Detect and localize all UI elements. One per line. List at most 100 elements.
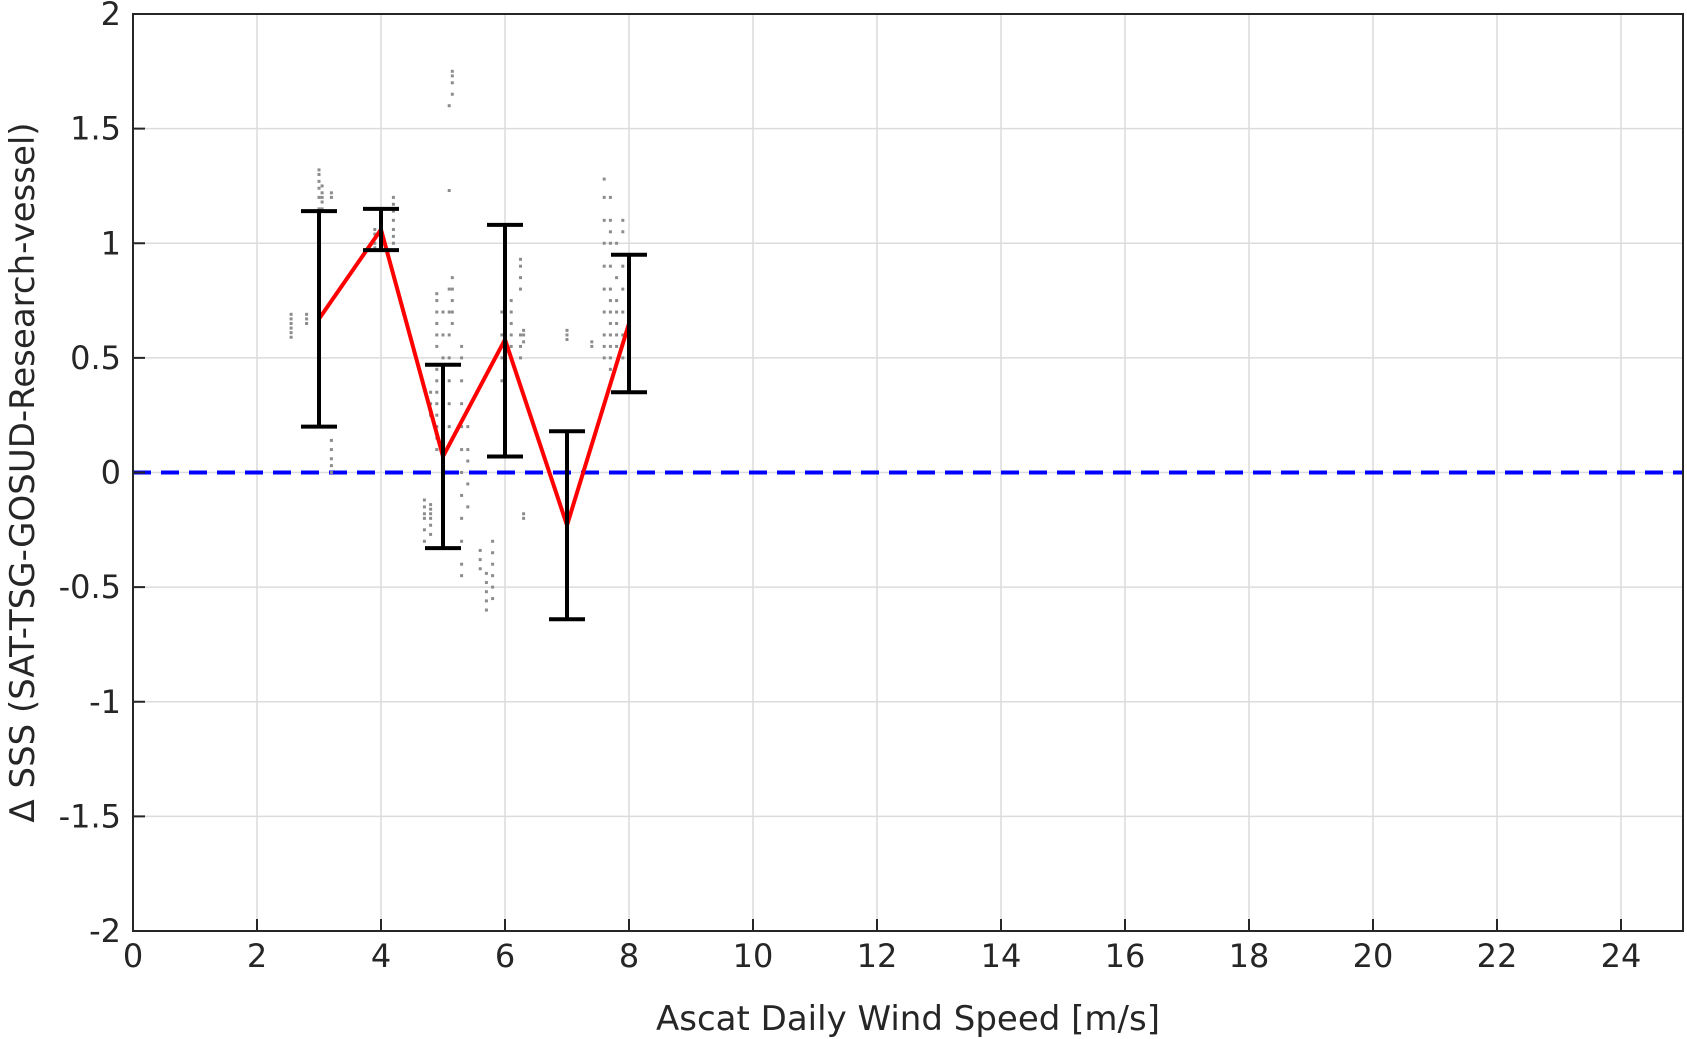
- scatter-point: [466, 482, 470, 486]
- scatter-point: [460, 356, 464, 360]
- x-tick-label: 22: [1477, 937, 1518, 975]
- scatter-point: [435, 367, 439, 371]
- scatter-point: [435, 413, 439, 417]
- scatter-point: [447, 310, 451, 314]
- scatter-point: [435, 321, 439, 325]
- scatter-point: [391, 234, 395, 238]
- scatter-point: [317, 186, 321, 190]
- scatter-point: [441, 333, 445, 337]
- scatter-point: [466, 459, 470, 463]
- scatter-point: [500, 356, 504, 360]
- scatter-point: [621, 333, 625, 337]
- scatter-point: [509, 299, 513, 303]
- scatter-point: [460, 379, 464, 383]
- error-bar: [549, 429, 585, 622]
- scatter-point: [608, 367, 612, 371]
- scatter-points: [289, 69, 631, 612]
- scatter-point: [460, 425, 464, 429]
- x-tick-label: 20: [1353, 937, 1394, 975]
- scatter-point: [484, 571, 488, 575]
- scatter-point: [608, 218, 612, 222]
- error-bar: [611, 252, 647, 395]
- mean-line: [317, 227, 631, 528]
- scatter-point: [329, 464, 333, 468]
- scatter-point: [429, 507, 433, 511]
- scatter-point: [466, 425, 470, 429]
- y-tick-label: -1: [89, 683, 121, 721]
- scatter-point: [435, 333, 439, 337]
- scatter-point: [435, 402, 439, 406]
- scatter-point: [491, 585, 495, 589]
- scatter-point: [320, 184, 324, 188]
- x-tick-label: 10: [733, 937, 774, 975]
- scatter-point: [391, 209, 395, 213]
- scatter-point: [608, 241, 612, 245]
- scatter-point: [460, 471, 464, 474]
- scatter-point: [429, 390, 433, 394]
- scatter-point: [491, 539, 495, 543]
- x-tick-label: 14: [981, 937, 1022, 975]
- scatter-point: [429, 503, 433, 507]
- scatter-point: [491, 574, 495, 578]
- scatter-point: [621, 287, 625, 291]
- scatter-point: [565, 333, 569, 337]
- x-tick-label: 16: [1105, 937, 1146, 975]
- x-tick-label: 12: [857, 937, 898, 975]
- scatter-point: [565, 328, 569, 332]
- scatter-point: [615, 299, 619, 303]
- scatter-point: [289, 312, 293, 316]
- scatter-point: [608, 287, 612, 291]
- scatter-point: [450, 81, 454, 85]
- scatter-point: [435, 344, 439, 348]
- scatter-point: [522, 340, 526, 344]
- scatter-point: [466, 448, 470, 452]
- scatter-point: [615, 333, 619, 337]
- scatter-point: [435, 310, 439, 314]
- scatter-point: [484, 599, 488, 603]
- scatter-point: [608, 195, 612, 199]
- scatter-point: [435, 390, 439, 394]
- scatter-point: [460, 562, 464, 566]
- scatter-point: [602, 218, 606, 222]
- scatter-point: [373, 227, 377, 231]
- scatter-point: [391, 195, 395, 199]
- x-tick-label: 8: [619, 937, 639, 975]
- y-tick-label: 1: [101, 224, 121, 262]
- scatter-point: [320, 191, 324, 195]
- scatter-point: [289, 335, 293, 339]
- scatter-point: [602, 356, 606, 360]
- scatter-point: [608, 333, 612, 337]
- scatter-point: [522, 328, 526, 332]
- scatter-point: [509, 333, 513, 337]
- scatter-point: [466, 505, 470, 509]
- scatter-point: [621, 230, 625, 234]
- scatter-point: [305, 317, 309, 321]
- scatter-point: [373, 232, 377, 236]
- scatter-point: [450, 310, 454, 314]
- scatter-point: [391, 241, 395, 245]
- scatter-point: [460, 448, 464, 452]
- scatter-point: [450, 287, 454, 291]
- scatter-point: [519, 287, 522, 291]
- error-bar: [363, 206, 399, 253]
- scatter-point: [621, 310, 625, 314]
- scatter-point: [478, 548, 482, 552]
- scatter-point: [447, 104, 451, 108]
- scatter-point: [422, 528, 426, 532]
- scatter-point: [422, 505, 426, 509]
- scatter-point: [460, 539, 464, 543]
- scatter-point: [329, 457, 333, 461]
- scatter-point: [460, 344, 464, 348]
- x-axis-label: Ascat Daily Wind Speed [m/s]: [656, 999, 1160, 1039]
- scatter-point: [450, 69, 454, 73]
- scatter-point: [484, 608, 488, 612]
- scatter-point: [602, 264, 606, 268]
- scatter-point: [289, 331, 293, 335]
- scatter-point: [478, 558, 482, 562]
- scatter-point: [391, 227, 395, 231]
- scatter-point: [317, 172, 321, 176]
- scatter-point: [320, 207, 324, 211]
- error-bars: [301, 206, 647, 622]
- scatter-point: [447, 189, 451, 193]
